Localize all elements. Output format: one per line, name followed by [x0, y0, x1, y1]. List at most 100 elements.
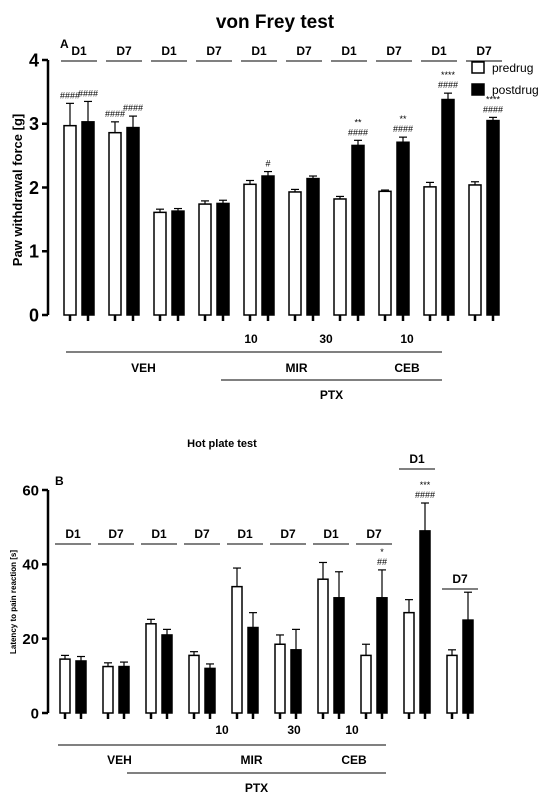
chart-a-day-label: D7: [476, 44, 492, 58]
chart-a-bar-postdrug: [441, 98, 455, 316]
chart-b-super-label: PTX: [245, 781, 268, 795]
chart-a-bar-predrug: [468, 184, 482, 316]
chart-a-bar-predrug: [423, 186, 437, 316]
chart-b-bar-predrug: [403, 611, 415, 714]
chart-a-day-label: D1: [341, 44, 357, 58]
chart-b-bar-predrug: [360, 654, 372, 714]
chart-a-significance-label: ####: [78, 88, 98, 98]
chart-b-day-label: D1: [237, 527, 253, 541]
chart-b-dose-label: 10: [215, 723, 229, 737]
chart-b-bar-postdrug: [247, 626, 259, 714]
chart-b-y-tick-label: 20: [22, 631, 39, 648]
chart-b-y-tick-label: 40: [22, 557, 39, 574]
chart-b-day-label: D7: [194, 527, 210, 541]
chart-b-day-label: D1: [409, 452, 425, 466]
chart-a-bar-predrug: [333, 198, 347, 316]
chart-a-bar-postdrug: [306, 177, 320, 316]
chart-a-significance-label: ****: [441, 70, 456, 80]
chart-b-bar-postdrug: [204, 667, 216, 714]
chart-b-significance-label: *: [380, 547, 384, 557]
chart-b-bar-predrug: [446, 654, 458, 714]
chart-a-plot: 01234#################**####**####****##…: [29, 44, 503, 402]
chart-b-bar-predrug: [102, 665, 114, 714]
legend-postdrug-swatch: [471, 83, 485, 96]
chart-b-significance-label: ####: [415, 490, 435, 500]
chart-b-bar-postdrug: [376, 597, 388, 714]
chart-a-day-label: D7: [296, 44, 312, 58]
chart-a-panel-label: A: [60, 37, 69, 51]
chart-b-significance-label: ##: [377, 557, 387, 567]
legend-postdrug-label: postdrug: [492, 83, 539, 97]
chart-a-bar-postdrug: [81, 121, 95, 316]
chart-a-bar-postdrug: [216, 202, 230, 316]
chart-a-significance-label: ####: [123, 103, 143, 113]
chart-b-significance-label: ***: [420, 480, 431, 490]
chart-a-bar-postdrug: [171, 210, 185, 316]
chart-a-y-tick-label: 1: [29, 242, 39, 262]
chart-a-y-tick-label: 2: [29, 178, 39, 198]
chart-b-day-label: D7: [452, 572, 468, 586]
chart-b-day-label: D1: [65, 527, 81, 541]
chart-a-group-label: MIR: [286, 361, 308, 375]
chart-b-group-label: MIR: [241, 753, 263, 767]
chart-a-day-label: D1: [431, 44, 447, 58]
chart-a-dose-label: 10: [244, 332, 258, 346]
chart-a-day-label: D1: [71, 44, 87, 58]
chart-b-dose-label: 10: [345, 723, 359, 737]
chart-a-y-tick-label: 0: [29, 305, 39, 325]
chart-a-bar-predrug: [378, 190, 392, 316]
chart-a-title: von Frey test: [216, 12, 335, 33]
chart-b-bar-predrug: [317, 578, 329, 714]
chart-a-significance-label: ####: [483, 104, 503, 114]
chart-b-bar-postdrug: [419, 530, 431, 714]
chart-a-ylabel: Paw withdrawal force [g]: [10, 114, 25, 266]
chart-b-bar-postdrug: [333, 597, 345, 714]
chart-b-bar-postdrug: [75, 660, 87, 714]
chart-b-day-label: D7: [280, 527, 296, 541]
chart-b-day-label: D7: [366, 527, 382, 541]
chart-b-plot: 0 20 40 60 *## ***#### D1 D7 D1 D7 D1 D7 D1 D7 D1 D7 10 3…: [22, 452, 478, 795]
chart-b-group-label: CEB: [341, 753, 367, 767]
chart-a-bar-predrug: [153, 211, 167, 316]
chart-b-bar-predrug: [145, 623, 157, 714]
chart-b-bar-postdrug: [118, 665, 130, 714]
chart-a-significance-label: ####: [438, 80, 458, 90]
chart-b-bar-postdrug: [462, 619, 474, 714]
chart-a-significance-label: #: [265, 159, 270, 169]
legend-predrug-label: predrug: [492, 61, 533, 75]
chart-b-ylabel: Latency to pain reaction [s]: [9, 550, 18, 654]
chart-b-title: Hot plate test: [187, 438, 257, 450]
chart-a-bar-postdrug: [351, 144, 365, 316]
chart-a-day-label: D1: [251, 44, 267, 58]
chart-a-bar-predrug: [243, 183, 257, 316]
legend-predrug-swatch: [471, 61, 485, 74]
chart-b-day-label: D7: [108, 527, 124, 541]
chart-a-y-tick-label: 4: [29, 50, 39, 70]
chart-b-bar-predrug: [59, 658, 71, 714]
chart-b-bar-predrug: [231, 585, 243, 714]
chart-a-group-label: CEB: [394, 361, 420, 375]
chart-a-bar-postdrug: [126, 126, 140, 316]
chart-b-day-label: D1: [323, 527, 339, 541]
chart-a-day-label: D7: [206, 44, 222, 58]
chart-b-day-label: D1: [151, 527, 167, 541]
chart-b-dose-label: 30: [287, 723, 301, 737]
chart-a-significance-label: ####: [393, 124, 413, 134]
chart-a-significance-label: ####: [60, 90, 80, 100]
chart-a-dose-label: 30: [319, 332, 333, 346]
chart-b-panel-label: B: [55, 474, 64, 488]
chart-a-bar-predrug: [63, 124, 77, 316]
chart-a-bar-postdrug: [486, 119, 500, 316]
chart-a-bar-predrug: [288, 191, 302, 316]
chart-a-significance-label: ****: [486, 94, 501, 104]
chart-a-bar-predrug: [108, 131, 122, 316]
chart-a-bar-predrug: [198, 203, 212, 316]
chart-a-day-label: D7: [116, 44, 132, 58]
chart-a-bar-postdrug: [396, 141, 410, 316]
chart-a-day-label: D1: [161, 44, 177, 58]
chart-b-bar-postdrug: [290, 649, 302, 714]
chart-b-bar-postdrug: [161, 634, 173, 714]
chart-a-bar-postdrug: [261, 175, 275, 316]
chart-a-significance-label: **: [399, 114, 407, 124]
